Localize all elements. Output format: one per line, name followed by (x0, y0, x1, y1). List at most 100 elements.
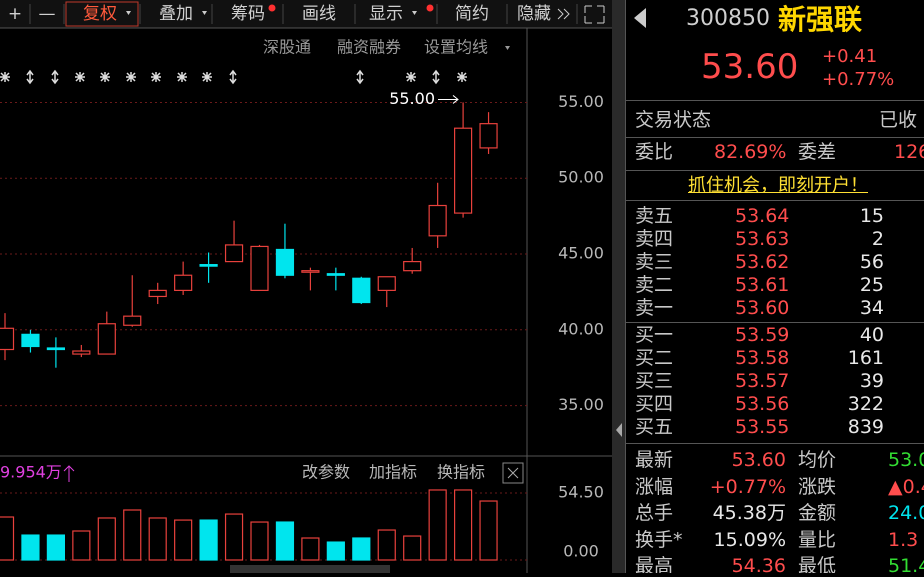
event-marker (229, 69, 237, 85)
y-tick-label: 45.00 (558, 244, 604, 263)
annotation-arrow (438, 95, 459, 104)
chart-link[interactable]: 融资融券 (337, 38, 401, 57)
back-arrow[interactable] (634, 8, 646, 28)
event-star (177, 72, 187, 82)
volume-bar (377, 529, 396, 561)
book-label: 买五 (635, 416, 674, 438)
candle-body (275, 248, 295, 276)
candle-body (454, 127, 473, 214)
stat-label: 涨幅 (635, 475, 674, 498)
badge-dot (426, 4, 434, 12)
indicator-button[interactable]: 加指标 (369, 463, 417, 482)
volume-bar (301, 537, 320, 561)
volume-header: 9.954万 (0, 463, 62, 482)
close-box[interactable] (502, 462, 524, 484)
volume-bar (46, 534, 66, 561)
y-tick-label: 40.00 (558, 319, 604, 338)
event-marker (51, 69, 59, 85)
volume-bar (21, 534, 40, 561)
diff-label: 委差 (798, 141, 837, 163)
candle-body (148, 289, 167, 298)
quote-panel: 300850 新强联 53.60 +0.41 +0.77% 交易状态 已收 委比 82.69% 委… (625, 0, 924, 573)
book-price: 53.57 (735, 370, 790, 392)
badge-dot (268, 4, 276, 12)
candle-body (97, 323, 116, 355)
book-label: 买四 (635, 393, 674, 415)
stat-label: 换手* (635, 528, 683, 551)
candle-body (377, 276, 396, 291)
chart-link[interactable]: 深股通 (263, 38, 311, 57)
stat-value: 53.0 (888, 449, 924, 471)
dropdown-arrow (126, 11, 131, 15)
book-price: 53.64 (735, 205, 790, 227)
stat-value: 45.38万 (712, 502, 786, 524)
book-volume: 15 (859, 205, 884, 227)
toolbar-button[interactable]: 简约 (455, 4, 489, 24)
event-star (75, 72, 85, 82)
stat-value: +0.77% (709, 475, 786, 498)
ratio-value: 82.69% (714, 141, 787, 163)
candle-body (250, 245, 269, 291)
stat-label: 均价 (798, 449, 837, 471)
candle-body (72, 350, 91, 355)
toolbar-button[interactable]: 隐藏 (517, 4, 551, 24)
event-star (202, 72, 212, 82)
volume-bar (174, 519, 193, 561)
book-volume: 40 (859, 324, 884, 346)
book-price: 53.59 (735, 324, 790, 346)
divider (626, 100, 924, 101)
candle-body (123, 315, 142, 326)
divider (626, 170, 924, 171)
divider (626, 322, 924, 323)
stat-value: 24.06 (888, 502, 924, 524)
book-price: 53.61 (735, 274, 790, 296)
price-change-pct: +0.77% (822, 69, 895, 90)
scroll-strip[interactable] (612, 0, 625, 573)
event-star (151, 72, 161, 82)
toolbar-button[interactable]: 画线 (302, 4, 336, 24)
toolbar-button[interactable]: 复权 (83, 4, 117, 24)
candle-body (352, 277, 371, 304)
stat-value: 15.09% (713, 528, 786, 551)
stock-name: 新强联 (778, 3, 863, 36)
indicator-button[interactable]: 换指标 (437, 463, 485, 482)
stat-label: 涨跌 (798, 475, 837, 498)
book-price: 53.58 (735, 347, 790, 369)
candle-body (199, 264, 218, 267)
book-volume: 322 (847, 393, 884, 415)
book-label: 卖四 (635, 228, 674, 250)
dropdown-arrow (412, 11, 417, 15)
toolbar-button[interactable]: 显示 (369, 4, 403, 24)
toolbar-button[interactable]: — (39, 4, 56, 24)
high-annotation: 55.00 (389, 89, 435, 108)
dropdown-arrow (505, 46, 510, 50)
candle-body (479, 123, 498, 149)
stat-label: 最低 (798, 555, 837, 573)
y-tick-label: 50.00 (558, 168, 604, 187)
candle-body (0, 327, 15, 351)
chart-link[interactable]: 设置均线 (424, 38, 488, 57)
event-star (406, 72, 416, 82)
stat-label: 总手 (635, 502, 674, 524)
toolbar-button[interactable]: 叠加 (159, 4, 193, 24)
volume-bar (326, 541, 345, 561)
indicator-button[interactable]: 改参数 (302, 463, 350, 482)
price-change: +0.41 (822, 46, 878, 67)
toolbar-button[interactable]: 筹码 (231, 4, 265, 24)
fullscreen-icon[interactable] (584, 5, 605, 24)
up-arrow (63, 465, 75, 482)
y-tick-label: 54.50 (558, 483, 604, 502)
volume-bar (275, 521, 295, 561)
stock-code: 300850 (686, 6, 770, 31)
toolbar-button[interactable]: + (8, 4, 22, 24)
event-marker (26, 69, 34, 85)
volume-bar (352, 537, 371, 561)
promo-link[interactable]: 抓住机会，即刻开户！ (688, 175, 868, 196)
volume-bar (224, 513, 244, 561)
book-price: 53.60 (735, 297, 790, 319)
y-tick-label: 55.00 (558, 92, 604, 111)
book-volume: 39 (859, 370, 884, 392)
volume-bar (454, 489, 473, 561)
status-value: 已收 (879, 109, 918, 131)
